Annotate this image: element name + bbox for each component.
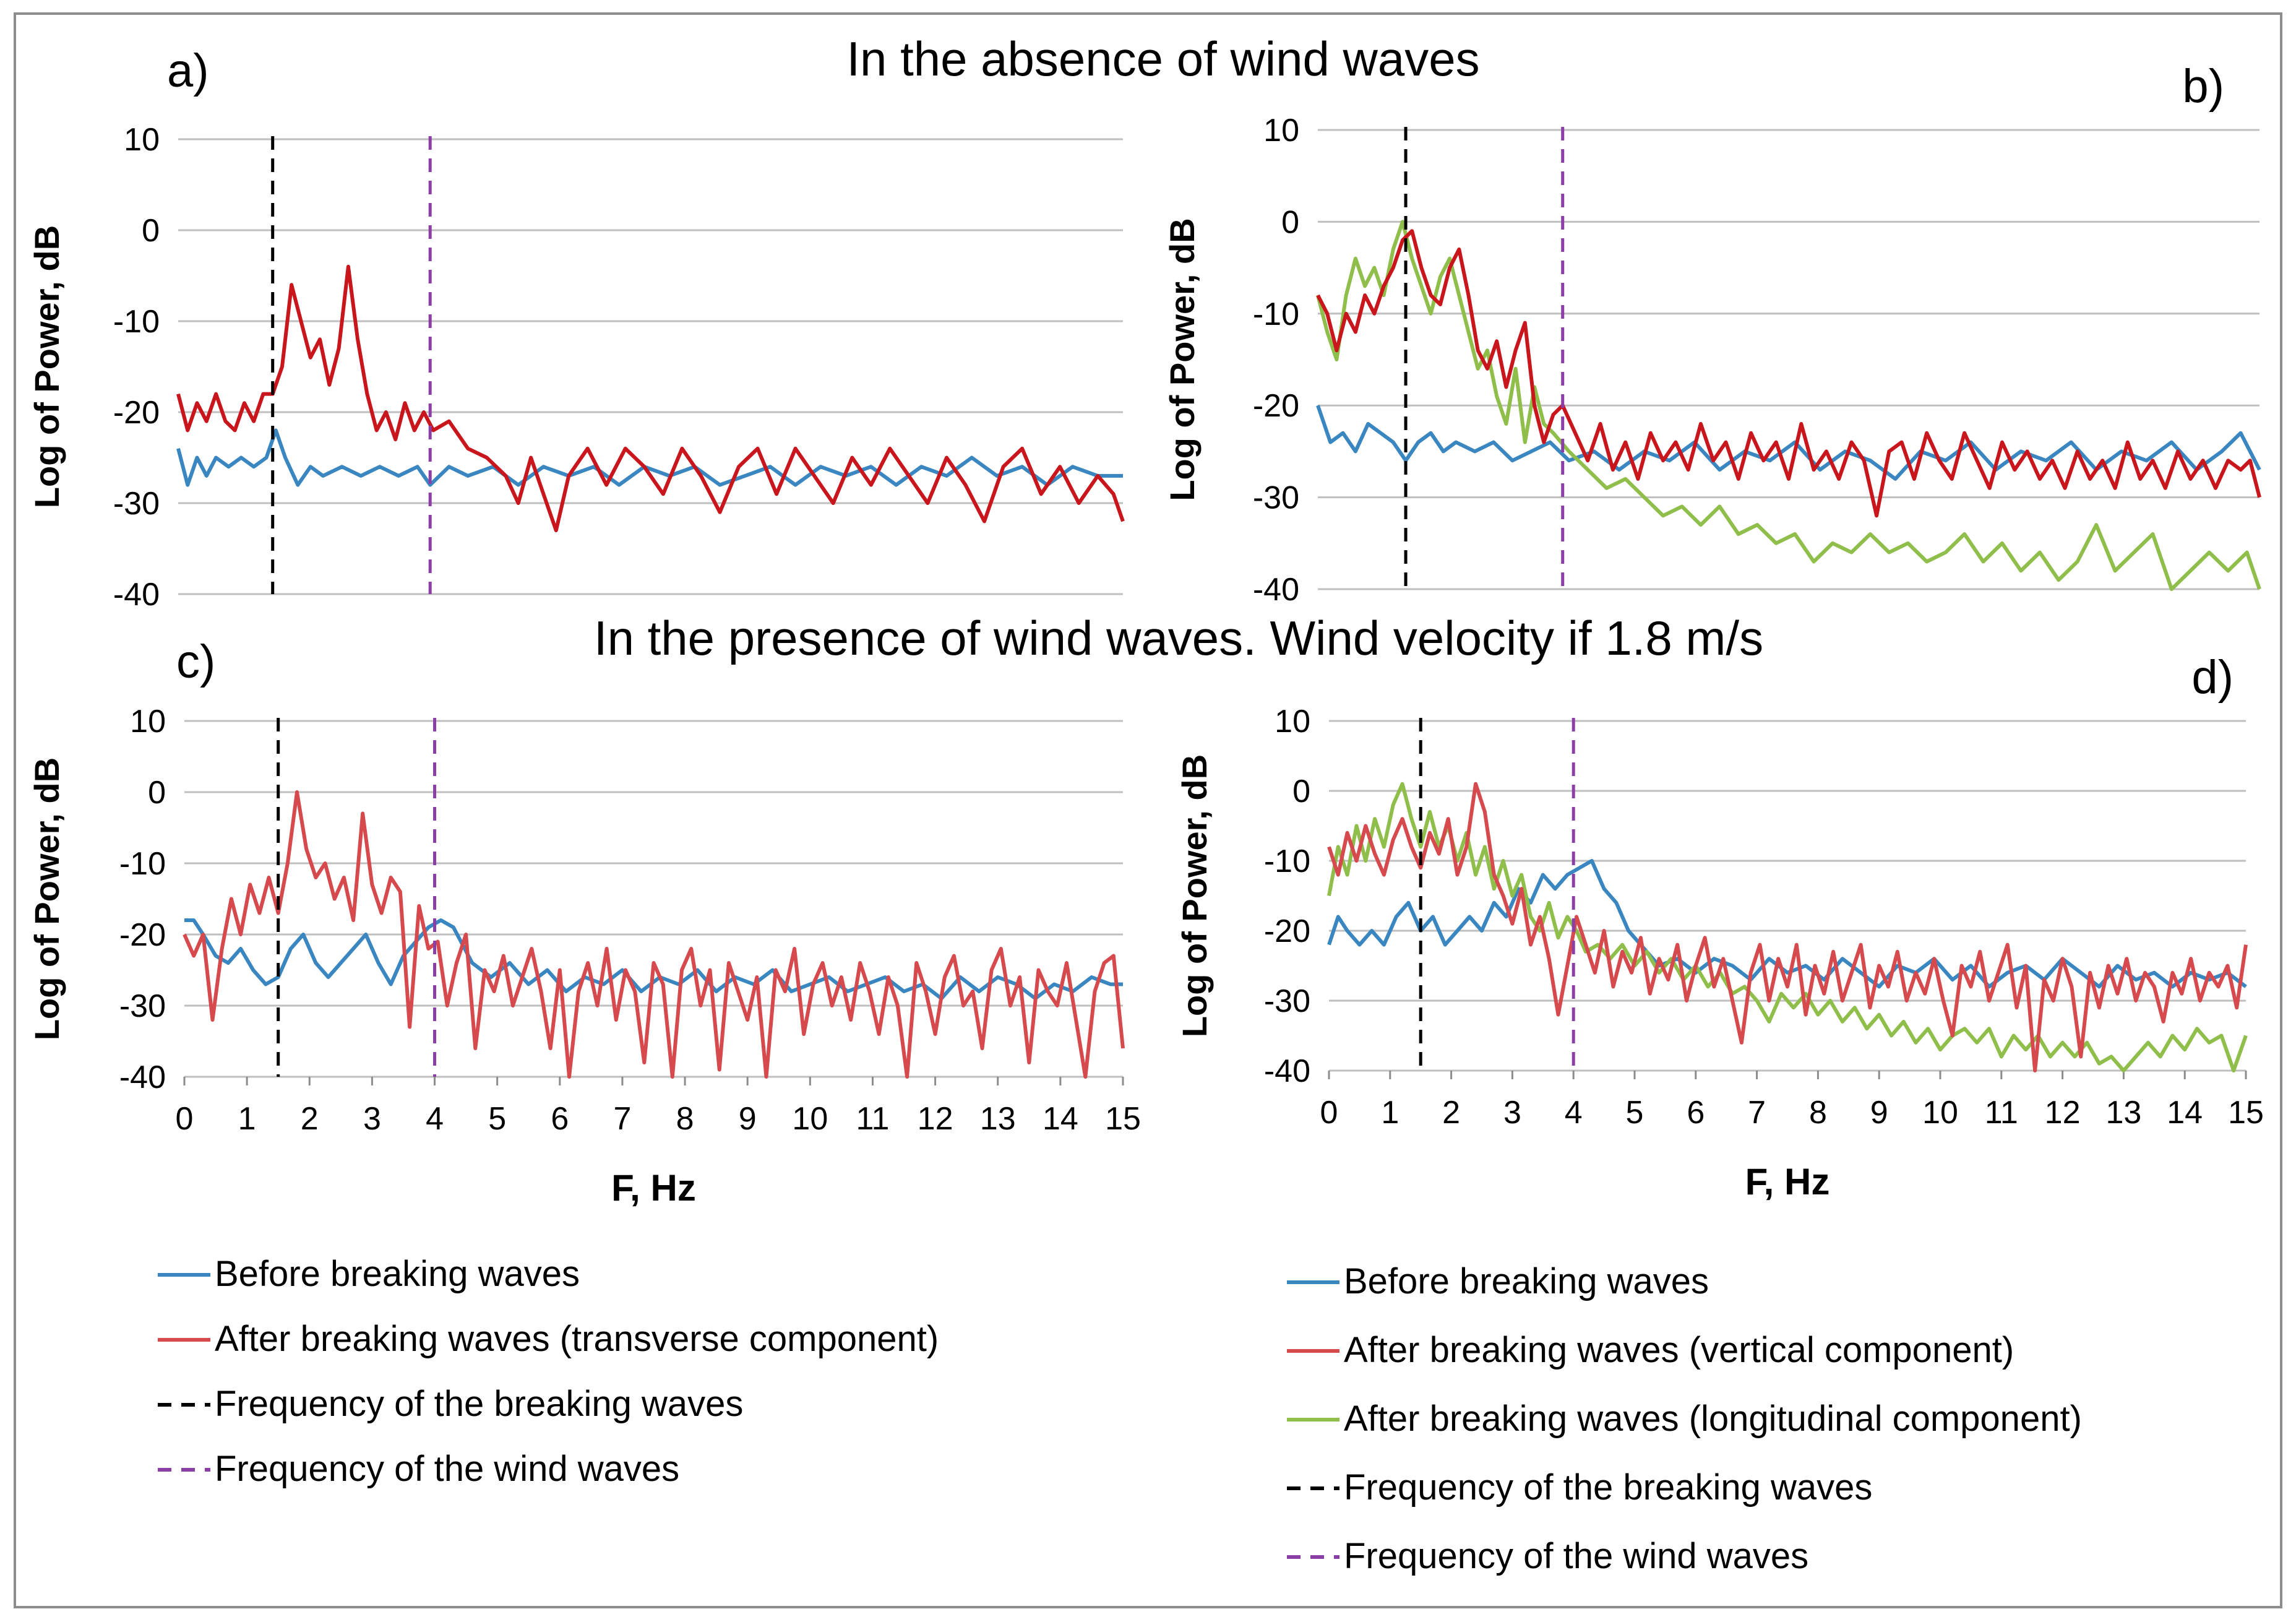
y-tick-label: -10 <box>1264 843 1310 879</box>
chart-panel-b: 10 0 -10 -20 -30 -40 Log of Power, dB b) <box>1163 60 2261 608</box>
panel-label: b) <box>2182 60 2224 113</box>
series-line <box>183 790 1125 1079</box>
y-axis-label: Log of Power, dB <box>27 225 66 508</box>
x-tick-label: 4 <box>1565 1095 1583 1131</box>
series-line <box>176 428 1123 487</box>
x-tick-label: 11 <box>856 1101 889 1137</box>
x-tick-label: 14 <box>1043 1101 1078 1137</box>
x-tick-label: 14 <box>2167 1095 2203 1131</box>
legend-entry-label: After breaking waves (vertical component… <box>1344 1330 2014 1370</box>
panel-label: c) <box>176 636 215 688</box>
y-tick-label: -20 <box>1264 913 1310 949</box>
legend-entry-label: Frequency of the wind waves <box>215 1449 679 1489</box>
y-tick-label: -30 <box>1253 480 1299 516</box>
y-tick-label: 0 <box>142 213 160 249</box>
y-tick-label: -40 <box>1253 572 1299 608</box>
x-tick-label: 3 <box>363 1101 381 1137</box>
x-tick-label: 2 <box>301 1101 319 1137</box>
legend-right: Before breaking waves After breaking wave… <box>1287 1261 2082 1576</box>
x-tick-label: 2 <box>1442 1095 1460 1131</box>
x-tick-label: 11 <box>1985 1095 2018 1131</box>
section-title-bottom: In the presence of wind waves. Wind velo… <box>594 611 1763 665</box>
panel-label: d) <box>2191 651 2234 704</box>
x-tick-label: 1 <box>1381 1095 1399 1131</box>
series-line <box>1327 859 2247 989</box>
y-tick-label: -10 <box>1253 296 1299 332</box>
y-tick-label: 0 <box>148 775 166 811</box>
y-tick-label: -40 <box>1264 1053 1310 1089</box>
x-tick-label: 7 <box>613 1101 631 1137</box>
panel-label: a) <box>167 45 209 97</box>
series-line <box>1316 229 2261 518</box>
y-tick-label: -40 <box>113 577 160 613</box>
y-tick-label: -10 <box>119 846 166 882</box>
figure-border <box>14 12 2282 1608</box>
x-tick-label: 15 <box>2228 1095 2264 1131</box>
chart-panel-d: 100-10-20-30-400 1 2 3 4 5 6 7 8 9 10 11 12 13 14 15F, … <box>1175 651 2264 1202</box>
x-tick-label: 9 <box>1870 1095 1888 1131</box>
y-tick-label: -40 <box>119 1059 166 1095</box>
x-tick-label: 0 <box>176 1101 194 1137</box>
legend-entry-label: Frequency of the wind waves <box>1344 1536 1808 1576</box>
x-tick-label: 13 <box>980 1101 1016 1137</box>
x-tick-label: 3 <box>1503 1095 1521 1131</box>
x-tick-label: 13 <box>2105 1095 2141 1131</box>
y-tick-label: -30 <box>113 486 160 522</box>
x-tick-label: 6 <box>551 1101 569 1137</box>
legend-entry-label: Before breaking waves <box>215 1254 580 1294</box>
x-tick-label: 12 <box>2045 1095 2081 1131</box>
series-line <box>1316 220 2261 591</box>
y-axis-label: Log of Power, dB <box>27 757 66 1040</box>
legend-entry-label: After breaking waves (longitudinal compo… <box>1344 1399 2082 1439</box>
x-tick-label: 8 <box>676 1101 694 1137</box>
y-tick-label: -20 <box>119 917 166 953</box>
legend-entry-label: Before breaking waves <box>1344 1261 1709 1301</box>
x-tick-label: 12 <box>918 1101 953 1137</box>
y-tick-label: 10 <box>1263 113 1299 149</box>
x-tick-label: 5 <box>1626 1095 1644 1131</box>
chart-panel-a: 10 0 -10 -20 -30 -40 Log of Power, dB a) <box>27 45 1125 613</box>
series-line <box>1316 405 2261 481</box>
y-tick-label: 10 <box>130 704 166 740</box>
x-tick-label: 0 <box>1320 1095 1338 1131</box>
series-line <box>176 264 1125 533</box>
y-tick-label: -10 <box>113 304 160 340</box>
x-tick-label: 9 <box>739 1101 757 1137</box>
x-axis-label: F, Hz <box>611 1167 696 1209</box>
x-tick-label: 5 <box>488 1101 506 1137</box>
series-line <box>1327 782 2248 1072</box>
y-axis-label: Log of Power, dB <box>1163 218 1202 501</box>
y-tick-label: -20 <box>1253 388 1299 424</box>
x-tick-label: 8 <box>1809 1095 1827 1131</box>
x-tick-label: 15 <box>1105 1101 1141 1137</box>
chart-panel-c: 100-10-20-30-400 1 2 3 4 5 6 7 8 9 10 11 12 13 14 15F, … <box>27 636 1141 1209</box>
legend-left: Before breaking waves After breaking wave… <box>158 1254 939 1489</box>
x-tick-label: 10 <box>1922 1095 1958 1131</box>
x-tick-label: 7 <box>1748 1095 1766 1131</box>
x-tick-label: 4 <box>426 1101 444 1137</box>
y-tick-label: 10 <box>1275 704 1310 740</box>
legend-entry-label: Frequency of the breaking waves <box>1344 1467 1872 1508</box>
y-tick-label: 0 <box>1292 774 1310 809</box>
x-tick-label: 6 <box>1687 1095 1705 1131</box>
y-tick-label: 10 <box>124 122 160 158</box>
legend-entry-label: Frequency of the breaking waves <box>215 1384 743 1424</box>
y-tick-label: -30 <box>119 988 166 1024</box>
y-tick-label: -30 <box>1264 983 1310 1019</box>
x-tick-label: 1 <box>238 1101 256 1137</box>
y-axis-label: Log of Power, dB <box>1175 754 1214 1037</box>
y-tick-label: 0 <box>1281 204 1299 240</box>
x-axis-label: F, Hz <box>1745 1161 1830 1202</box>
y-tick-label: -20 <box>113 395 160 431</box>
section-title-top: In the absence of wind waves <box>846 32 1479 86</box>
x-tick-label: 10 <box>792 1101 828 1137</box>
legend-entry-label: After breaking waves (transverse compone… <box>215 1319 939 1359</box>
